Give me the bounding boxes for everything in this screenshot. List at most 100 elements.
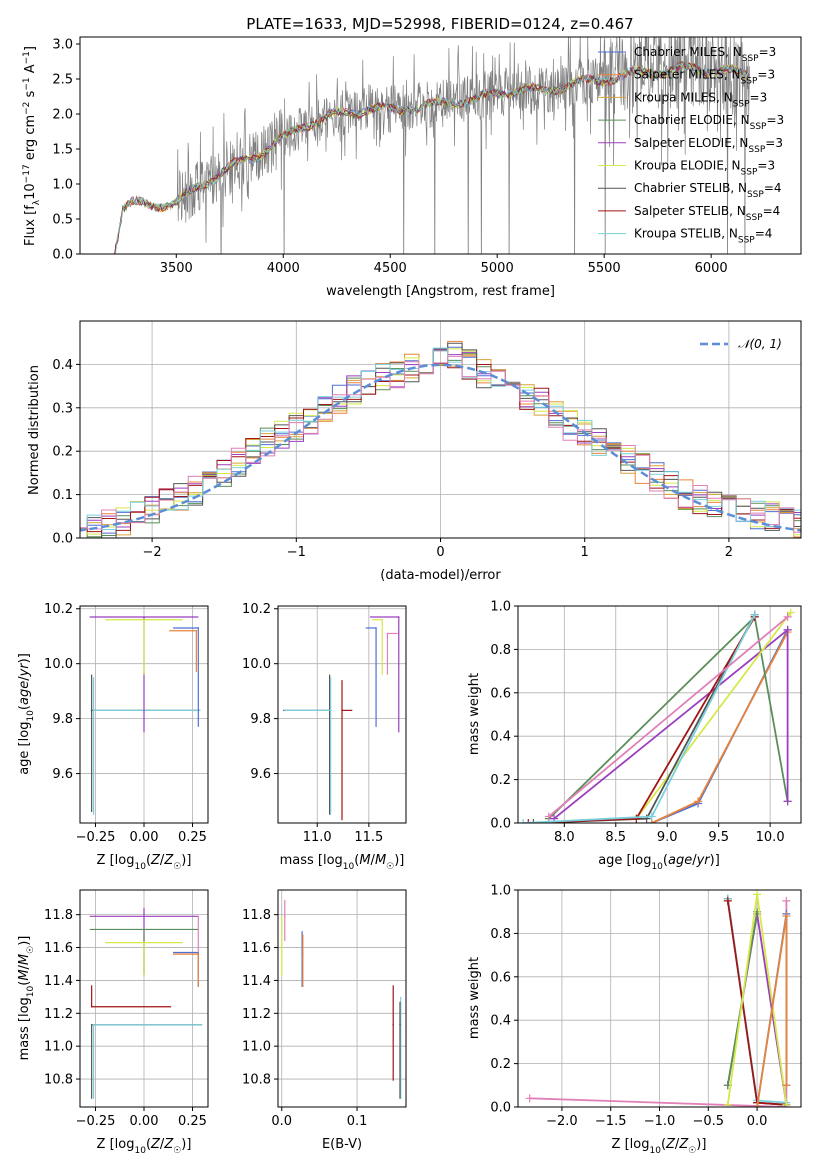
y-tick-label: 9.6 bbox=[52, 767, 73, 782]
x-tick-label: 0.1 bbox=[347, 1114, 368, 1129]
weight-marker bbox=[519, 819, 528, 823]
data-point bbox=[386, 632, 389, 635]
y-tick-label: 0.6 bbox=[490, 686, 511, 701]
data-point bbox=[283, 915, 286, 918]
y-tick-label: 0.4 bbox=[490, 730, 511, 745]
y-tick-label: 10.2 bbox=[242, 602, 271, 617]
y-tick-label: 10.2 bbox=[44, 602, 73, 617]
data-point bbox=[280, 915, 283, 918]
y-tick-label: 11.0 bbox=[242, 1040, 271, 1055]
y-tick-label: 0.4 bbox=[490, 1014, 511, 1029]
y-tick-label: 0.2 bbox=[52, 445, 73, 460]
y-tick-label: 11.0 bbox=[44, 1040, 73, 1055]
x-tick-label: −0.25 bbox=[76, 1114, 116, 1129]
y-tick-label: 11.6 bbox=[242, 941, 271, 956]
model-spectrum-salpeter-stelib bbox=[114, 61, 750, 254]
x-tick-label: 5000 bbox=[481, 261, 514, 276]
y-tick-label: 0.2 bbox=[490, 1057, 511, 1072]
plot-area bbox=[280, 899, 402, 1099]
data-point bbox=[399, 1024, 401, 1026]
data-point bbox=[397, 616, 400, 618]
x-tick-label: 0.25 bbox=[178, 1114, 207, 1129]
plot-area bbox=[80, 340, 801, 538]
y-tick-label: 1.5 bbox=[52, 143, 73, 158]
legend-entry: Salpeter ELODIE, NSSP=3 bbox=[634, 136, 783, 155]
legend-entry: Chabrier ELODIE, NSSP=3 bbox=[634, 113, 784, 132]
y-axis-label: mass [log10(M/M☉)] bbox=[17, 936, 36, 1061]
weight-line bbox=[548, 616, 789, 818]
y-tick-label: 2.0 bbox=[52, 108, 73, 123]
y-tick-label: 0.8 bbox=[490, 927, 511, 942]
chart-age_vs_mass: 11.0 11.5 9.6 9.8 10.0 10.2 mass [log10(M/M☉)] bbox=[242, 602, 407, 872]
x-tick-label: −1.0 bbox=[644, 1114, 676, 1129]
x-tick-label: 0.00 bbox=[130, 1114, 159, 1129]
weight-line bbox=[523, 614, 756, 823]
y-axis-label: mass weight bbox=[467, 673, 482, 755]
y-tick-label: 10.0 bbox=[44, 657, 73, 672]
weight-marker bbox=[524, 819, 533, 823]
weight-line bbox=[651, 631, 789, 823]
data-point bbox=[329, 709, 332, 712]
y-tick-label: 11.8 bbox=[44, 908, 73, 923]
weight-marker bbox=[723, 896, 732, 905]
y-tick-label: 0.8 bbox=[490, 643, 511, 658]
data-point bbox=[143, 618, 145, 621]
data-point bbox=[197, 953, 200, 955]
weight-marker bbox=[753, 1103, 762, 1107]
weight-marker bbox=[750, 610, 759, 619]
x-axis-label: Z [log10(Z/Z☉)] bbox=[97, 1137, 192, 1156]
x-tick-label: −1 bbox=[287, 545, 306, 560]
x-tick-label: 8.0 bbox=[554, 830, 575, 845]
weight-marker bbox=[783, 625, 792, 634]
weight-marker bbox=[783, 612, 792, 621]
residual-histogram bbox=[80, 347, 801, 530]
x-tick-label: −0.5 bbox=[693, 1114, 725, 1129]
chart-mass_vs_Z: −0.25 0.00 0.25 10.8 11.0 11.2 11.4 11.6 11.8 Z [… bbox=[17, 889, 209, 1156]
x-tick-label: 0 bbox=[436, 545, 444, 560]
residual-histogram bbox=[80, 349, 801, 536]
y-axis-label: mass weight bbox=[467, 957, 482, 1039]
x-axis-label: (data-model)/error bbox=[380, 568, 501, 583]
y-tick-label: 11.6 bbox=[44, 941, 73, 956]
x-tick-label: 2 bbox=[725, 545, 733, 560]
y-tick-label: 9.8 bbox=[52, 712, 73, 727]
y-tick-label: 1.0 bbox=[52, 178, 73, 193]
weight-marker bbox=[783, 797, 792, 806]
y-axis-label: Normed distribution bbox=[27, 365, 42, 495]
weight-marker bbox=[782, 1100, 791, 1107]
axes-frame bbox=[79, 36, 802, 255]
y-tick-label: 2.5 bbox=[52, 73, 73, 88]
data-point bbox=[392, 1024, 395, 1026]
weight-marker bbox=[529, 819, 538, 823]
x-tick-label: 0.0 bbox=[747, 1114, 768, 1129]
figure-title: PLATE=1633, MJD=52998, FIBERID=0124, z=0… bbox=[246, 15, 633, 33]
data-point bbox=[90, 709, 93, 712]
axes-frame bbox=[517, 605, 802, 824]
data-point bbox=[195, 629, 198, 632]
legend-entry: Kroupa STELIB, NSSP=4 bbox=[634, 227, 772, 246]
x-axis-label: age [log10(age/yr)] bbox=[598, 853, 720, 872]
legend: Chabrier MILES, NSSP=3 Salpeter MILES, NS… bbox=[598, 45, 784, 246]
axes-frame bbox=[277, 889, 407, 1108]
x-tick-label: 9.0 bbox=[657, 830, 678, 845]
y-tick-label: 10.8 bbox=[242, 1073, 271, 1088]
observed-spectrum bbox=[113, 37, 751, 254]
y-tick-label: 9.6 bbox=[250, 767, 271, 782]
chart-weight_vs_Z: −2.0 −1.5 −1.0 −0.5 0.0 0.0 0.2 0.4 0.6 0.8 1.0 Z [… bbox=[467, 884, 802, 1156]
y-tick-label: 1.0 bbox=[490, 884, 511, 899]
x-tick-label: 11.5 bbox=[354, 830, 383, 845]
y-tick-label: 11.4 bbox=[242, 974, 271, 989]
data-point bbox=[90, 1005, 93, 1008]
y-tick-label: 10.0 bbox=[242, 657, 271, 672]
plot-area bbox=[89, 616, 201, 815]
weight-line bbox=[529, 900, 788, 1107]
y-tick-label: 9.8 bbox=[250, 712, 271, 727]
y-tick-label: 0.0 bbox=[490, 1101, 511, 1116]
x-tick-label: −1.5 bbox=[595, 1114, 627, 1129]
y-axis-label: age [log10(age/yr)] bbox=[17, 653, 36, 775]
x-axis-label: wavelength [Angstrom, rest frame] bbox=[326, 284, 555, 299]
chart-spectrum: 3500 4000 4500 5000 5500 6000 0.0 0.5 1.0 1.5 2.0 2… bbox=[22, 36, 802, 299]
chart-residuals: −2 −1 0 1 2 0.0 0.1 0.2 0.3 0.4 𝒩(0, 1) (data-model… bbox=[27, 320, 802, 583]
y-tick-label: 0.0 bbox=[52, 532, 73, 547]
